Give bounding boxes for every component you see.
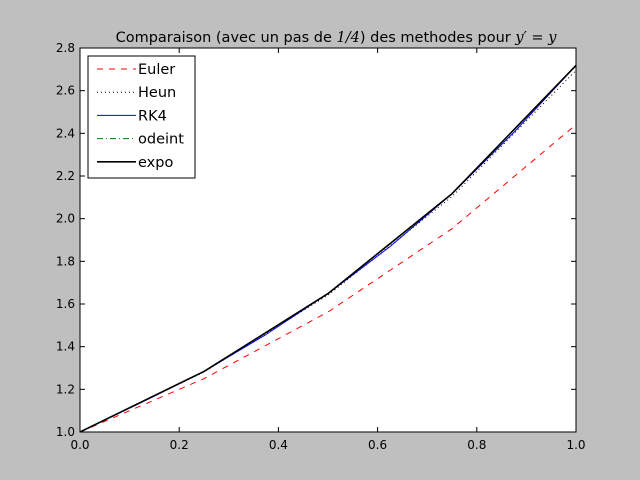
series-line-expo bbox=[79, 64, 577, 433]
y-tick-label: 1.2 bbox=[56, 382, 75, 396]
title-math-step: 1/4 bbox=[337, 30, 360, 46]
y-tick-label: 2.6 bbox=[56, 84, 75, 98]
y-tick-label: 2.4 bbox=[56, 126, 75, 140]
ticks-layer: 0.0 0.2 0.4 0.6 0.8 1.0 1.0 1.2 1.4 1.6 1.8 2.0 2.2 2… bbox=[56, 41, 586, 452]
y-tick-label: 2.8 bbox=[56, 41, 75, 55]
legend: Euler Heun RK4 odeint expo bbox=[87, 55, 196, 179]
title-math-equation: y′ = y bbox=[514, 30, 557, 46]
series-line-euler bbox=[79, 124, 577, 433]
x-tick-label: 0.2 bbox=[170, 438, 189, 452]
x-tick-label: 0.4 bbox=[269, 438, 288, 452]
chart-title: Comparaison (avec un pas de 1/4) des met… bbox=[116, 30, 558, 46]
y-tick-label: 2.0 bbox=[56, 212, 75, 226]
y-tick-label: 1.8 bbox=[56, 254, 75, 268]
y-tick-label: 1.6 bbox=[56, 297, 75, 311]
x-tick-label: 0.8 bbox=[467, 438, 486, 452]
legend-label-odeint: odeint bbox=[138, 132, 184, 148]
title-middle: ) des methodes pour bbox=[360, 30, 515, 46]
series-line-heun bbox=[79, 70, 577, 433]
plot-frame bbox=[79, 47, 577, 433]
y-tick-label: 1.0 bbox=[56, 425, 75, 439]
x-tick-label: 0.6 bbox=[368, 438, 387, 452]
x-tick-label: 1.0 bbox=[566, 438, 585, 452]
title-prefix: Comparaison (avec un pas de bbox=[116, 30, 337, 46]
legend-label-expo: expo bbox=[138, 155, 173, 171]
legend-box bbox=[87, 55, 196, 179]
legend-label-heun: Heun bbox=[138, 85, 176, 101]
y-tick-label: 2.2 bbox=[56, 169, 75, 183]
x-tick-label: 0.0 bbox=[70, 438, 89, 452]
legend-label-euler: Euler bbox=[138, 62, 175, 78]
series-layer bbox=[79, 64, 577, 433]
y-tick-label: 1.4 bbox=[56, 340, 75, 354]
legend-label-rk4: RK4 bbox=[138, 108, 167, 124]
